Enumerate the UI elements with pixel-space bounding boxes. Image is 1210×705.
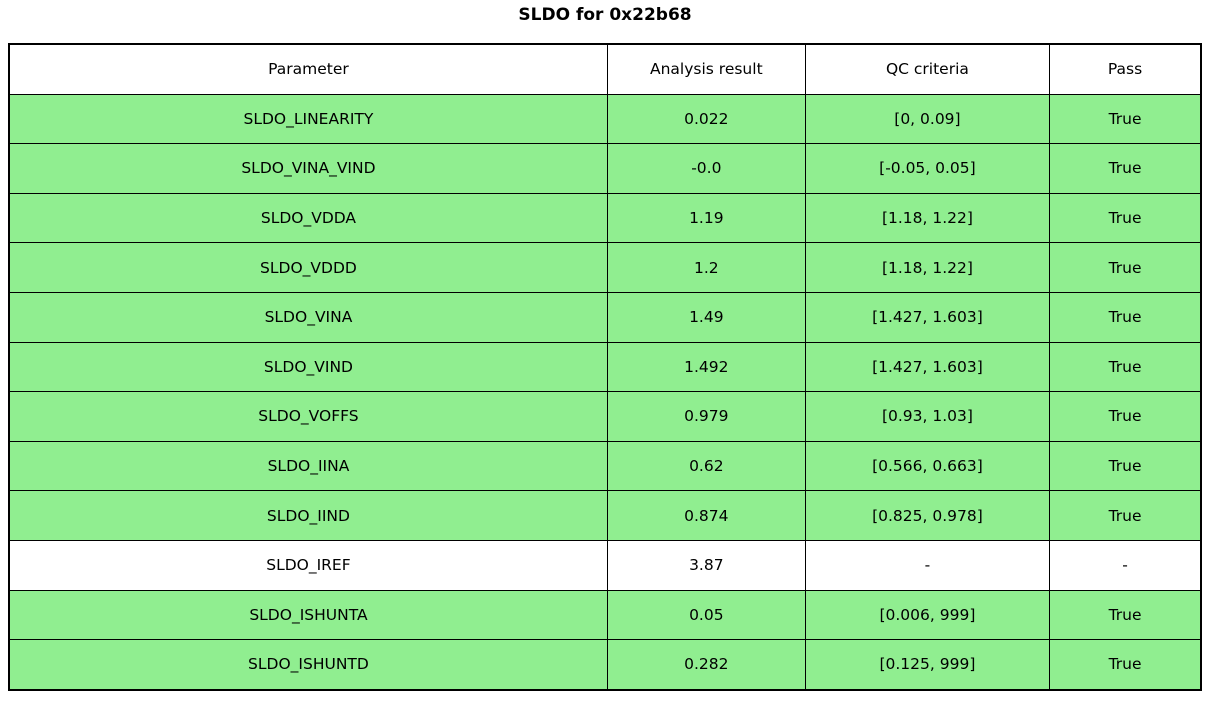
- criteria-cell: [1.18, 1.22]: [804, 242, 1051, 293]
- result-cell: 0.022: [606, 93, 806, 145]
- table-row: SLDO_LINEARITY 0.022 [0, 0.09] True: [8, 93, 1202, 145]
- table-row: SLDO_ISHUNTA 0.05 [0.006, 999] True: [8, 589, 1202, 641]
- parameter-cell: SLDO_VOFFS: [8, 391, 608, 442]
- result-cell: 1.2: [606, 242, 806, 293]
- result-cell: 0.05: [606, 589, 806, 641]
- criteria-cell: [1.18, 1.22]: [804, 192, 1051, 244]
- table-row: SLDO_IREF 3.87 - -: [8, 539, 1202, 591]
- criteria-cell: [0.93, 1.03]: [804, 391, 1051, 442]
- parameter-cell: SLDO_VINA_VIND: [8, 143, 608, 194]
- table-row: SLDO_VINA 1.49 [1.427, 1.603] True: [8, 291, 1202, 343]
- parameter-cell: SLDO_VINA: [8, 291, 608, 343]
- pass-cell: True: [1049, 93, 1202, 145]
- table-row: SLDO_VOFFS 0.979 [0.93, 1.03] True: [8, 391, 1202, 442]
- result-cell: 0.874: [606, 490, 806, 541]
- pass-cell: True: [1049, 639, 1202, 691]
- criteria-cell: [0.825, 0.978]: [804, 490, 1051, 541]
- criteria-cell: [1.427, 1.603]: [804, 341, 1051, 393]
- criteria-cell: [0.006, 999]: [804, 589, 1051, 641]
- pass-cell: -: [1049, 539, 1202, 591]
- table-row: SLDO_IINA 0.62 [0.566, 0.663] True: [8, 440, 1202, 492]
- table-row: SLDO_VIND 1.492 [1.427, 1.603] True: [8, 341, 1202, 393]
- criteria-cell: [1.427, 1.603]: [804, 291, 1051, 343]
- result-cell: 1.19: [606, 192, 806, 244]
- pass-cell: True: [1049, 143, 1202, 194]
- pass-cell: True: [1049, 589, 1202, 641]
- column-header-pass: Pass: [1049, 43, 1202, 95]
- parameter-cell: SLDO_VDDA: [8, 192, 608, 244]
- criteria-cell: [0.566, 0.663]: [804, 440, 1051, 492]
- parameter-cell: SLDO_VDDD: [8, 242, 608, 293]
- parameter-cell: SLDO_IREF: [8, 539, 608, 591]
- page-title: SLDO for 0x22b68: [518, 5, 692, 25]
- table-row: SLDO_VDDA 1.19 [1.18, 1.22] True: [8, 192, 1202, 244]
- pass-cell: True: [1049, 192, 1202, 244]
- table-row: SLDO_ISHUNTD 0.282 [0.125, 999] True: [8, 639, 1202, 691]
- pass-cell: True: [1049, 291, 1202, 343]
- parameter-cell: SLDO_LINEARITY: [8, 93, 608, 145]
- table-row: SLDO_VDDD 1.2 [1.18, 1.22] True: [8, 242, 1202, 293]
- pass-cell: True: [1049, 391, 1202, 442]
- result-cell: 1.492: [606, 341, 806, 393]
- criteria-cell: [0.125, 999]: [804, 639, 1051, 691]
- result-cell: 0.62: [606, 440, 806, 492]
- column-header-parameter: Parameter: [8, 43, 608, 95]
- table-row: SLDO_VINA_VIND -0.0 [-0.05, 0.05] True: [8, 143, 1202, 194]
- column-header-qc-criteria: QC criteria: [804, 43, 1051, 95]
- table-row: SLDO_IIND 0.874 [0.825, 0.978] True: [8, 490, 1202, 541]
- parameter-cell: SLDO_IIND: [8, 490, 608, 541]
- column-header-analysis-result: Analysis result: [606, 43, 806, 95]
- table-header-row: Parameter Analysis result QC criteria Pa…: [8, 43, 1202, 95]
- qc-results-table: Parameter Analysis result QC criteria Pa…: [8, 43, 1202, 691]
- criteria-cell: -: [804, 539, 1051, 591]
- result-cell: 0.979: [606, 391, 806, 442]
- pass-cell: True: [1049, 341, 1202, 393]
- criteria-cell: [-0.05, 0.05]: [804, 143, 1051, 194]
- parameter-cell: SLDO_ISHUNTA: [8, 589, 608, 641]
- pass-cell: True: [1049, 242, 1202, 293]
- criteria-cell: [0, 0.09]: [804, 93, 1051, 145]
- result-cell: 0.282: [606, 639, 806, 691]
- result-cell: -0.0: [606, 143, 806, 194]
- result-cell: 1.49: [606, 291, 806, 343]
- pass-cell: True: [1049, 490, 1202, 541]
- parameter-cell: SLDO_VIND: [8, 341, 608, 393]
- pass-cell: True: [1049, 440, 1202, 492]
- parameter-cell: SLDO_ISHUNTD: [8, 639, 608, 691]
- parameter-cell: SLDO_IINA: [8, 440, 608, 492]
- result-cell: 3.87: [606, 539, 806, 591]
